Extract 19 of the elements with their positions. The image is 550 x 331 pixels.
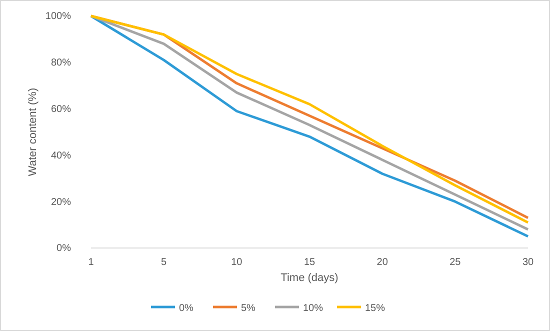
y-tick-label: 40%: [50, 150, 72, 162]
x-tick-label: 5: [161, 257, 168, 268]
x-tick-label: 15: [304, 257, 316, 268]
y-tick-label: 20%: [50, 196, 72, 208]
x-tick-label: 30: [522, 257, 534, 268]
x-tick-label: 1: [88, 257, 94, 268]
legend-label: 0%: [179, 303, 194, 314]
x-tick-label: 20: [376, 257, 388, 268]
y-tick-label: 80%: [50, 58, 72, 69]
legend-label: 5%: [241, 303, 256, 314]
y-tick-label: 100%: [45, 11, 72, 22]
x-tick-label: 10: [231, 257, 243, 268]
legend-label: 15%: [365, 303, 386, 314]
y-axis-title: Water content (%): [27, 88, 39, 176]
x-tick-label: 25: [450, 257, 462, 268]
x-axis-title: Time (days): [280, 272, 338, 284]
y-tick-label: 0%: [56, 243, 72, 254]
legend-label: 10%: [303, 303, 324, 314]
y-tick-label: 60%: [50, 104, 72, 115]
